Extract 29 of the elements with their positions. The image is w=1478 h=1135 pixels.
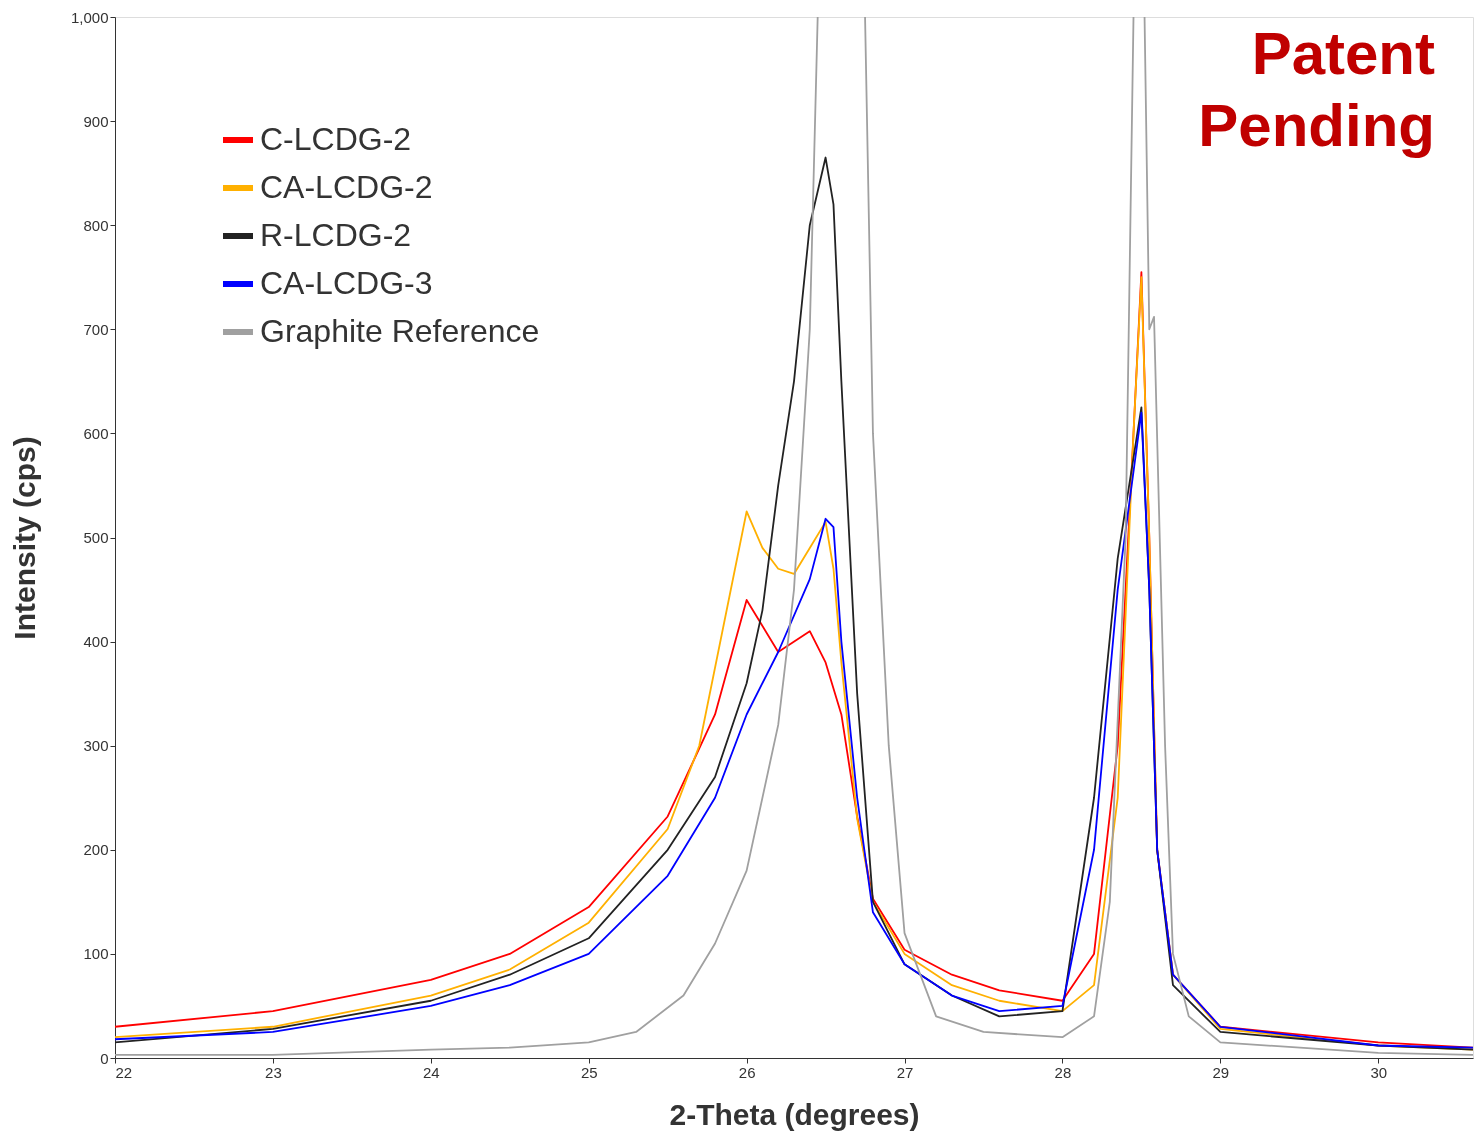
y-tick-label: 700 [83,320,109,338]
x-tick-label: 23 [265,1063,282,1081]
y-tick-label: 200 [83,841,109,859]
x-tick-label: 25 [580,1063,598,1081]
x-tick-label: 24 [422,1063,440,1081]
legend-label: CA-LCDG-2 [260,169,433,205]
x-tick-label: 22 [115,1063,133,1081]
x-tick-label: 26 [738,1063,756,1081]
x-tick-label: 30 [1370,1063,1388,1081]
y-tick-label: 500 [83,529,109,546]
y-tick-label: 400 [83,633,109,651]
y-tick-label: 300 [83,737,109,755]
x-axis-title: 2-Theta (degrees) [669,1097,920,1131]
x-tick-label: 27 [896,1063,914,1081]
legend-label: CA-LCDG-3 [260,265,433,301]
line-series [115,411,1473,1049]
y-tick-label: 1,000 [70,8,109,26]
y-axis-title: Intensity (cps) [7,436,41,640]
legend-label: C-LCDG-2 [260,121,412,157]
annotation: Patent Pending [1198,20,1436,159]
y-tick-label: 600 [83,424,109,442]
y-tick-label: 900 [83,112,109,130]
y-tick-label: 0 [100,1049,109,1067]
y-tick-label: 100 [83,945,109,963]
legend-label: Graphite Reference [260,313,540,349]
x-tick-label: 28 [1054,1063,1072,1081]
legend-label: R-LCDG-2 [260,217,412,253]
x-tick-label: 29 [1212,1063,1230,1081]
y-tick-label: 800 [83,216,109,234]
